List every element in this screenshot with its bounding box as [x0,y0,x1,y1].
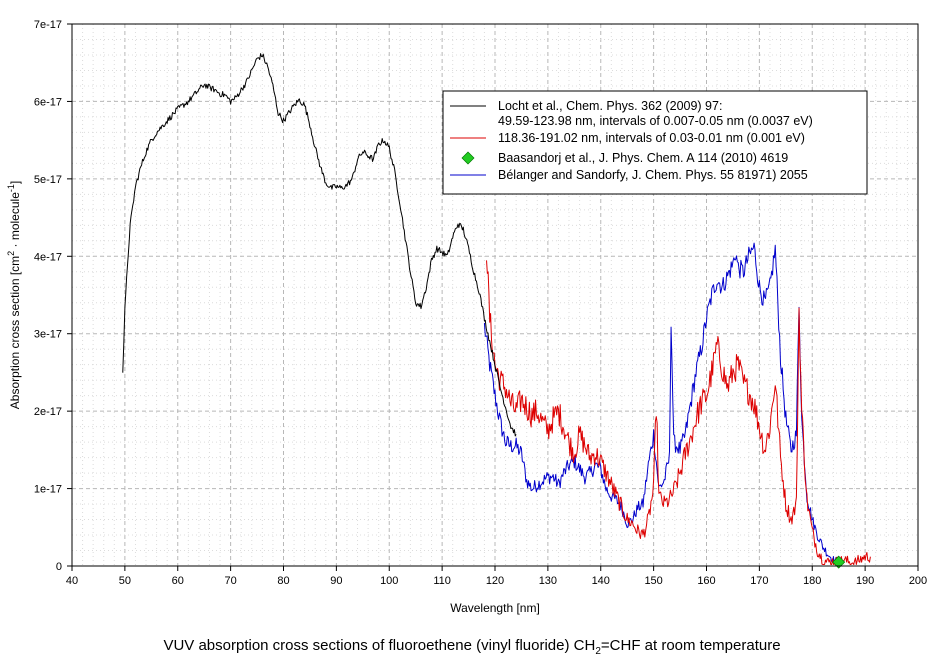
x-tick-label: 160 [697,575,715,587]
series-layer [122,53,871,569]
y-axis-ticks: 0 1e-17 2e-17 3e-17 4e-17 5e-17 6e-17 7e-17 [34,19,72,573]
y-tick-label: 5e-17 [34,174,62,186]
x-tick-label: 180 [803,575,821,587]
y-tick-label: 2e-17 [34,406,62,418]
x-tick-label: 150 [644,575,662,587]
x-tick-label: 50 [119,575,131,587]
x-tick-label: 40 [66,575,78,587]
y-tick-label: 1e-17 [34,484,62,496]
x-axis-label: Wavelength [nm] [450,601,540,615]
y-axis-label: Absorption cross section [cm2 · molecule… [6,181,22,409]
legend-swatch-baasandorj [461,151,475,165]
x-tick-label: 80 [277,575,289,587]
series-locht-black [122,53,517,437]
series-belanger-blue [483,242,840,565]
x-axis-ticks: 40 50 60 70 80 90 100 110 120 130 140 150 160 170 180 1… [66,566,927,587]
data-point-baasandorj [832,555,846,569]
legend-label-baasandorj: Baasandorj et al., J. Phys. Chem. A 114 … [498,151,788,165]
y-tick-label: 0 [56,561,62,573]
y-tick-label: 7e-17 [34,19,62,31]
legend-label-locht-red: 118.36-191.02 nm, intervals of 0.03-0.01… [498,131,805,145]
x-tick-label: 70 [225,575,237,587]
y-tick-label: 3e-17 [34,329,62,341]
legend-box [442,90,868,195]
y-tick-label: 6e-17 [34,96,62,108]
series-locht-red [486,260,871,565]
legend: Locht et al., Chem. Phys. 362 (2009) 97:… [442,90,868,195]
x-tick-label: 190 [856,575,874,587]
x-tick-label: 90 [330,575,342,587]
y-tick-label: 4e-17 [34,251,62,263]
figure-caption: VUV absorption cross sections of fluoroe… [163,637,781,657]
x-tick-label: 200 [909,575,927,587]
legend-label-locht-line2: 49.59-123.98 nm, intervals of 0.007-0.05… [498,114,813,128]
x-tick-label: 170 [750,575,768,587]
legend-label-locht: Locht et al., Chem. Phys. 362 (2009) 97: [498,99,722,113]
x-tick-label: 120 [486,575,504,587]
x-tick-label: 130 [539,575,557,587]
x-tick-label: 140 [592,575,610,587]
x-tick-label: 110 [433,575,451,587]
x-tick-label: 60 [172,575,184,587]
legend-label-belanger: Bélanger and Sandorfy, J. Chem. Phys. 55… [498,168,808,182]
x-tick-label: 100 [380,575,398,587]
